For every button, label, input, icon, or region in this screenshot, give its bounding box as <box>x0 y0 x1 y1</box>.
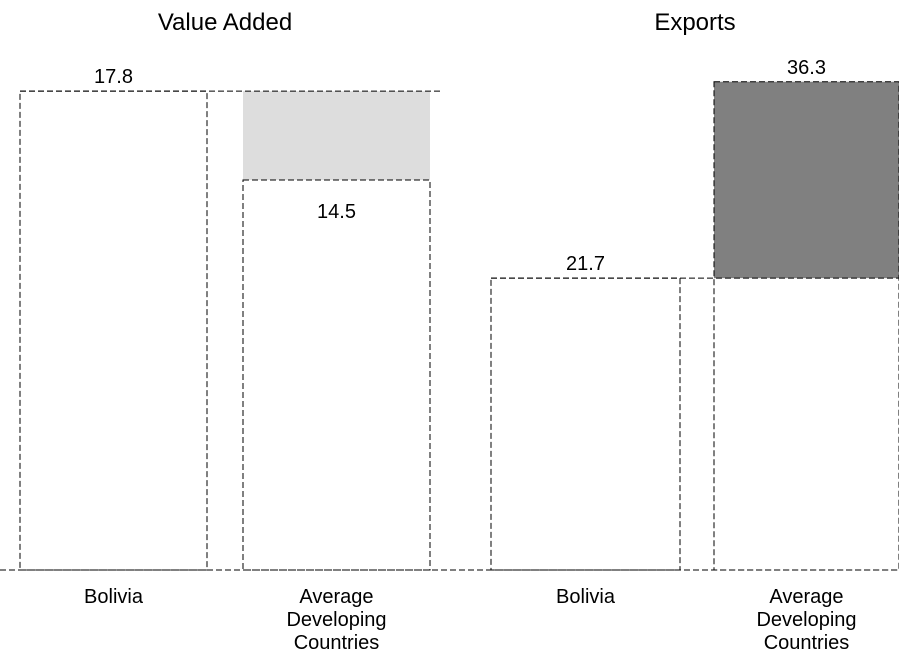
bar <box>242 179 431 571</box>
bar <box>19 90 208 571</box>
value-label: 36.3 <box>787 57 826 79</box>
value-label: 14.5 <box>317 201 356 223</box>
bar <box>713 81 899 571</box>
difference-area <box>243 91 430 180</box>
category-label: Bolivia <box>556 586 615 608</box>
value-label: 21.7 <box>566 253 605 275</box>
category-label: Average Developing Countries <box>286 586 387 654</box>
category-label: Bolivia <box>84 586 143 608</box>
panel-title: Value Added <box>158 9 292 36</box>
panel-title: Exports <box>654 9 735 36</box>
difference-area <box>714 81 899 279</box>
bar <box>490 277 681 571</box>
category-label: Average Developing Countries <box>756 586 857 654</box>
value-label: 17.8 <box>94 66 133 88</box>
